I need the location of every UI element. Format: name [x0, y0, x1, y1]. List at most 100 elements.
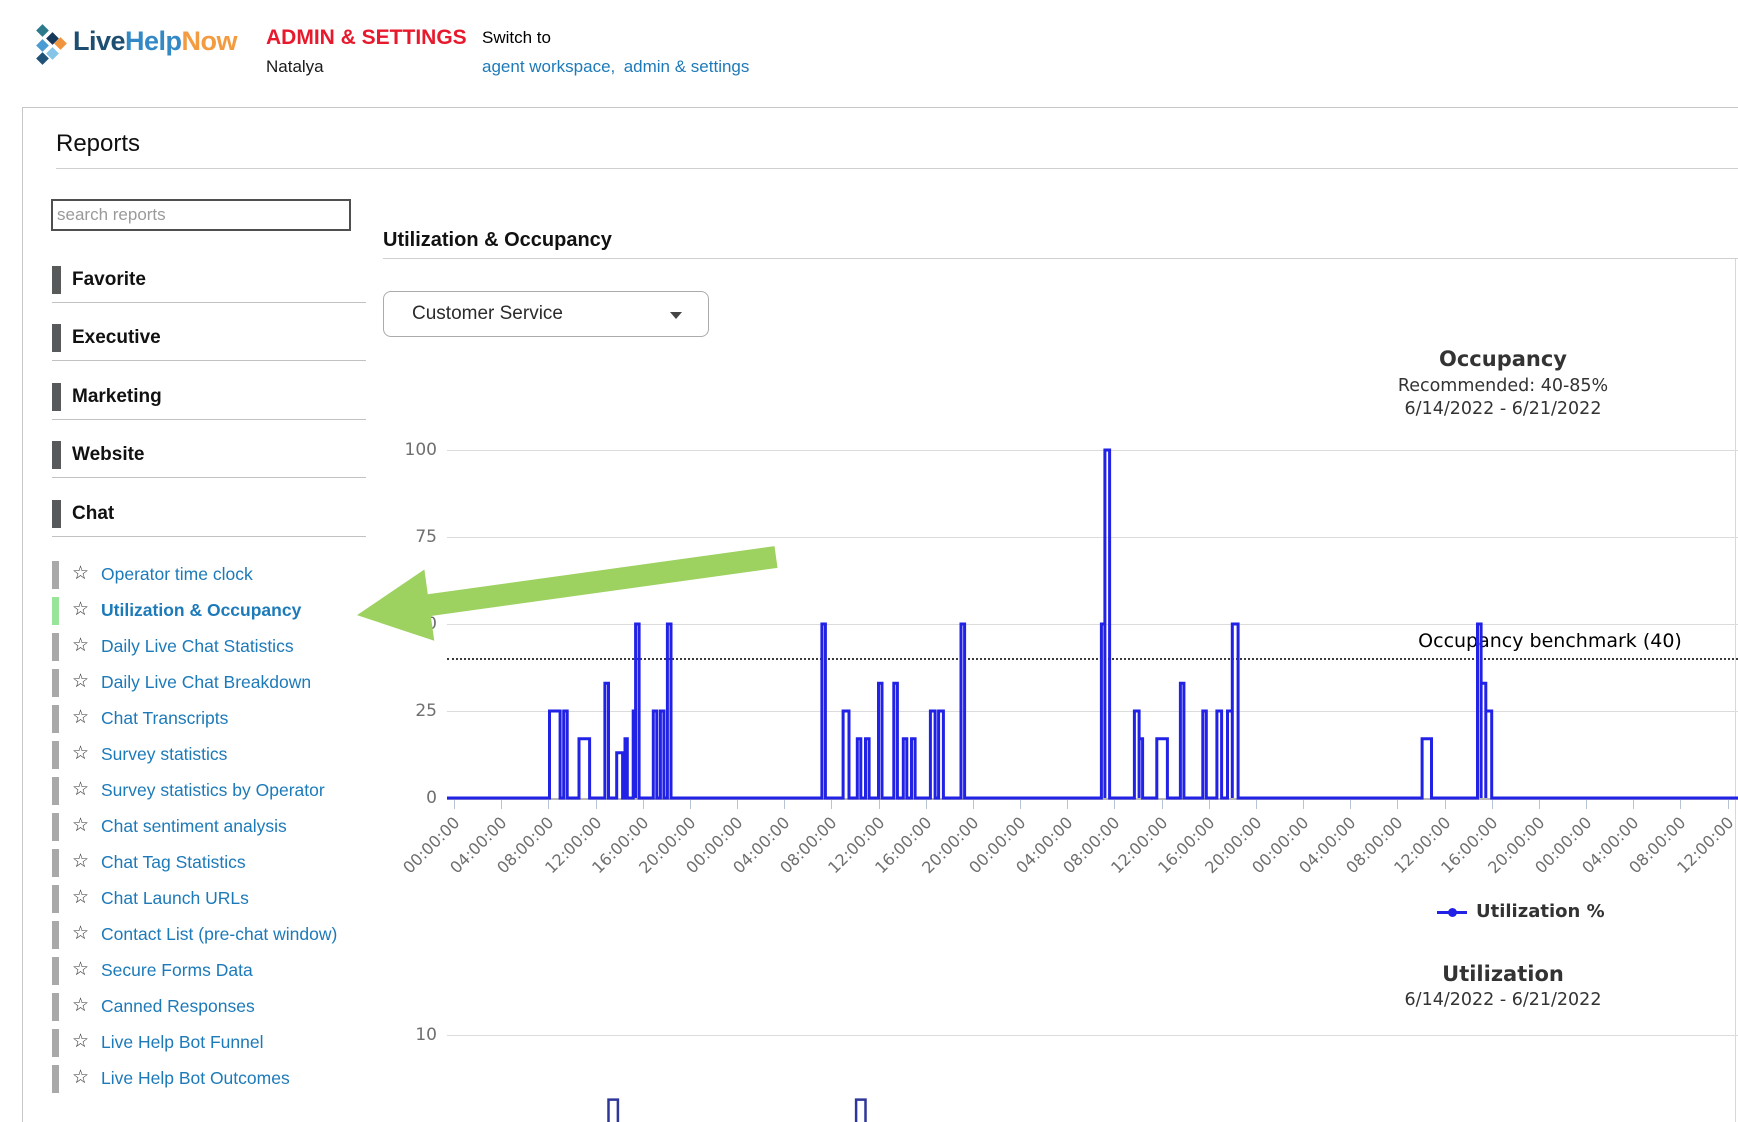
category-bar [52, 441, 61, 469]
admin-settings-link[interactable]: admin & settings [623, 57, 750, 76]
panel-top-border [22, 107, 1738, 108]
favorite-star-icon[interactable]: ☆ [72, 779, 90, 800]
chart-legend[interactable]: Utilization % [1437, 901, 1605, 922]
title-divider [56, 168, 1738, 169]
sidebar-item-chat-launch-urls[interactable]: Chat Launch URLs [101, 888, 249, 908]
favorite-star-icon[interactable]: ☆ [72, 923, 90, 944]
report-item-bar [52, 1029, 59, 1057]
sidebar-category-chat[interactable]: Chat [72, 503, 115, 524]
department-dropdown-value: Customer Service [412, 303, 563, 324]
favorite-star-icon[interactable]: ☆ [72, 563, 90, 584]
utilization-gridline [447, 1035, 1738, 1036]
y-axis-label-50: 50 [415, 614, 437, 634]
utilization-series-line [607, 1098, 867, 1122]
sidebar-category-favorite[interactable]: Favorite [72, 269, 146, 290]
x-axis-label: 08:00:00 [493, 813, 558, 878]
category-underline [52, 536, 366, 537]
category-underline [52, 302, 366, 303]
livehelpnow-logo-icon[interactable] [29, 12, 73, 72]
sidebar-category-executive[interactable]: Executive [72, 327, 161, 348]
y-gridline-50 [447, 624, 1738, 625]
favorite-star-icon[interactable]: ☆ [72, 959, 90, 980]
x-axis-tick [1444, 800, 1446, 809]
category-bar [52, 500, 61, 528]
user-name: Natalya [266, 57, 324, 76]
sidebar-item-utilization-occupancy[interactable]: Utilization & Occupancy [101, 600, 302, 620]
x-axis-tick [1067, 800, 1069, 809]
sidebar-item-operator-time-clock[interactable]: Operator time clock [101, 564, 253, 584]
logo-diamond-icon [36, 24, 49, 37]
occupancy-chart-title: Occupancy [1439, 347, 1567, 371]
x-axis-label: 12:00:00 [1106, 813, 1171, 878]
favorite-star-icon[interactable]: ☆ [72, 1067, 90, 1088]
search-input[interactable] [51, 199, 351, 231]
report-item-bar [52, 705, 59, 733]
x-axis-tick [689, 800, 691, 809]
favorite-star-icon[interactable]: ☆ [72, 851, 90, 872]
agent-workspace-link[interactable]: agent workspace, [482, 57, 616, 76]
sidebar-item-contact-list-pre-chat-window-[interactable]: Contact List (pre-chat window) [101, 924, 338, 944]
x-axis-tick [548, 800, 550, 809]
x-axis-tick [737, 800, 738, 809]
sidebar-item-survey-statistics[interactable]: Survey statistics [101, 744, 228, 764]
favorite-star-icon[interactable]: ☆ [72, 707, 90, 728]
report-item-bar [52, 561, 59, 589]
x-axis-tick [831, 800, 833, 809]
favorite-star-icon[interactable]: ☆ [72, 671, 90, 692]
report-item-bar [52, 885, 59, 913]
sidebar-category-website[interactable]: Website [72, 444, 145, 465]
sidebar-item-daily-live-chat-statistics[interactable]: Daily Live Chat Statistics [101, 636, 294, 656]
report-item-bar [52, 957, 59, 985]
sidebar-category-marketing[interactable]: Marketing [72, 386, 162, 407]
x-axis-label: 08:00:00 [776, 813, 841, 878]
report-item-bar [52, 633, 59, 661]
favorite-star-icon[interactable]: ☆ [72, 635, 90, 656]
sidebar-item-live-help-bot-funnel[interactable]: Live Help Bot Funnel [101, 1032, 264, 1052]
x-axis-tick [501, 800, 503, 809]
x-axis-tick [1114, 800, 1116, 809]
y-axis-label-100: 100 [404, 440, 437, 460]
sidebar-item-canned-responses[interactable]: Canned Responses [101, 996, 255, 1016]
x-axis-tick [642, 800, 644, 809]
x-axis-label: 12:00:00 [540, 813, 605, 878]
sidebar-item-chat-sentiment-analysis[interactable]: Chat sentiment analysis [101, 816, 287, 836]
favorite-star-icon[interactable]: ☆ [72, 1031, 90, 1052]
admin-settings-label: ADMIN & SETTINGS [266, 26, 467, 49]
sidebar-item-chat-tag-statistics[interactable]: Chat Tag Statistics [101, 852, 246, 872]
x-axis-tick [1161, 800, 1163, 809]
report-heading: Utilization & Occupancy [383, 229, 612, 251]
favorite-star-icon[interactable]: ☆ [72, 887, 90, 908]
department-dropdown[interactable]: Customer Service [383, 291, 709, 337]
livehelpnow-logo[interactable]: LiveHelpNow [73, 26, 238, 57]
category-bar [52, 324, 61, 352]
report-item-bar [52, 669, 59, 697]
sidebar-item-survey-statistics-by-operator[interactable]: Survey statistics by Operator [101, 780, 325, 800]
y-axis-label-0: 0 [426, 788, 437, 808]
x-axis-label: 08:00:00 [1625, 813, 1690, 878]
y-gridline-100 [447, 450, 1738, 451]
category-bar [52, 383, 61, 411]
category-underline [52, 477, 366, 478]
favorite-star-icon[interactable]: ☆ [72, 815, 90, 836]
x-axis-tick [595, 800, 597, 809]
favorite-star-icon[interactable]: ☆ [72, 743, 90, 764]
report-item-bar [52, 777, 59, 805]
switch-to-label: Switch to [482, 28, 551, 47]
y-gridline-75 [447, 537, 1738, 538]
favorite-star-icon[interactable]: ☆ [72, 995, 90, 1016]
x-axis-tick [1255, 800, 1257, 809]
favorite-star-icon[interactable]: ☆ [72, 599, 90, 620]
occupancy-chart-daterange: 6/14/2022 - 6/21/2022 [1404, 399, 1602, 419]
sidebar-item-daily-live-chat-breakdown[interactable]: Daily Live Chat Breakdown [101, 672, 312, 692]
category-underline [52, 360, 366, 361]
x-axis-tick [1586, 800, 1587, 809]
sidebar-item-chat-transcripts[interactable]: Chat Transcripts [101, 708, 229, 728]
sidebar-item-secure-forms-data[interactable]: Secure Forms Data [101, 960, 253, 980]
sidebar-item-live-help-bot-outcomes[interactable]: Live Help Bot Outcomes [101, 1068, 290, 1088]
x-axis-tick [1633, 800, 1635, 809]
x-axis-tick [878, 800, 880, 809]
legend-label: Utilization % [1476, 901, 1605, 922]
utilization-chart-title: Utilization [1442, 962, 1564, 986]
benchmark-label: Occupancy benchmark (40) [1418, 630, 1682, 652]
occupancy-chart-recommended: Recommended: 40-85% [1397, 376, 1609, 396]
